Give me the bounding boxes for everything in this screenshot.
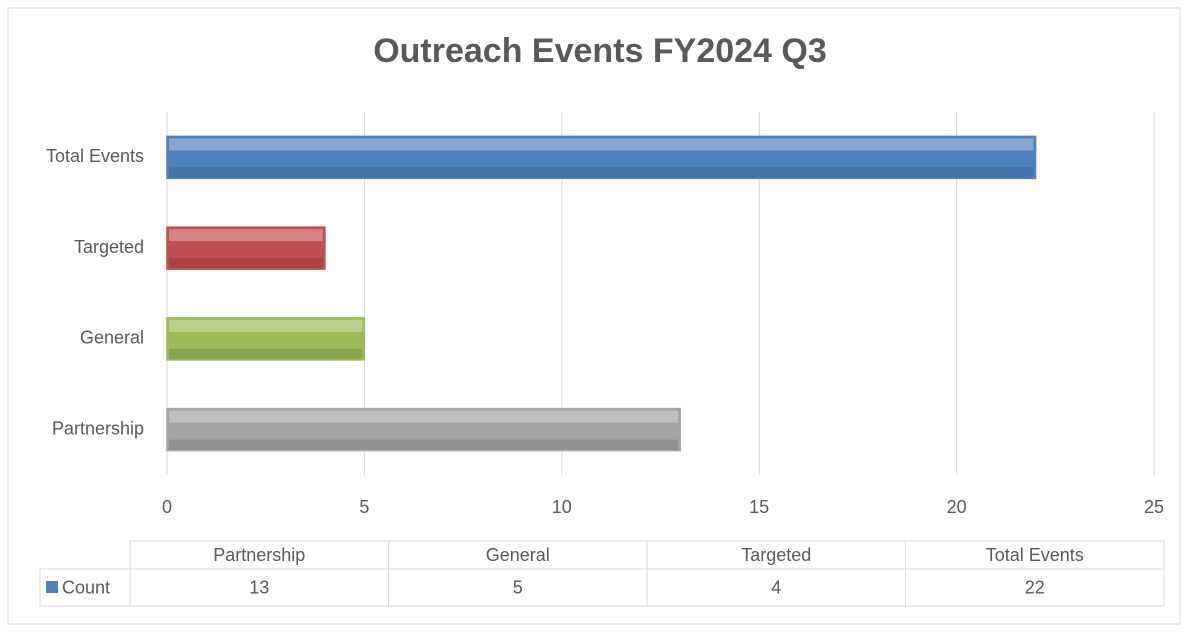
x-tick-label: 0 <box>162 497 172 517</box>
y-tick-label: Total Events <box>46 146 144 166</box>
y-tick-label: Targeted <box>74 237 144 257</box>
x-tick-label: 15 <box>749 497 769 517</box>
bar-highlight <box>169 138 1034 151</box>
table-header: Targeted <box>741 545 811 565</box>
legend-key <box>46 581 58 593</box>
bar-shade <box>169 167 1034 178</box>
x-tick-label: 25 <box>1144 497 1164 517</box>
legend-label: Count <box>62 577 110 597</box>
bar-highlight <box>169 319 363 332</box>
x-tick-label: 5 <box>359 497 369 517</box>
bar <box>166 317 366 361</box>
chart-title: Outreach Events FY2024 Q3 <box>373 32 827 70</box>
table-value: 4 <box>771 577 781 597</box>
bar <box>166 226 326 270</box>
chart-border <box>7 7 1181 625</box>
x-tick-label: 20 <box>947 497 967 517</box>
table-value: 22 <box>1025 577 1045 597</box>
bar-shade <box>169 439 679 450</box>
y-tick-label: Partnership <box>52 418 144 438</box>
bar-highlight <box>169 229 323 242</box>
table-value: 13 <box>249 577 269 597</box>
bar-shade <box>169 348 363 359</box>
bar-highlight <box>169 410 679 423</box>
y-tick-label: General <box>80 328 144 348</box>
x-tick-label: 10 <box>552 497 572 517</box>
table-header: Partnership <box>213 545 305 565</box>
bar <box>166 135 1037 180</box>
table-value: 5 <box>513 577 523 597</box>
bar <box>166 407 681 452</box>
bar-shade <box>169 258 323 269</box>
table-header: Total Events <box>986 545 1084 565</box>
table-data-row <box>39 568 1165 607</box>
table-header: General <box>486 545 550 565</box>
